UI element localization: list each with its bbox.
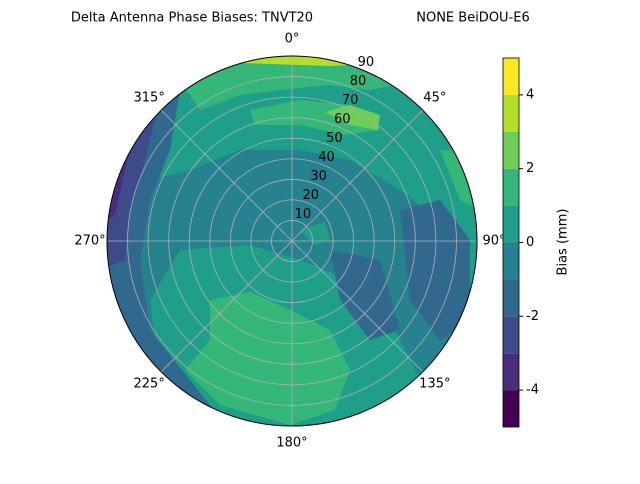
colorbar-band [503, 94, 519, 132]
grid-spoke [160, 109, 293, 242]
r-tick-label: 30 [310, 169, 327, 184]
theta-tick-label: 270° [74, 234, 105, 249]
theta-tick-label: 0° [285, 32, 300, 47]
colorbar-band [503, 205, 519, 243]
contour-region [325, 105, 380, 130]
colorbar-tick-label: -2 [526, 309, 539, 324]
colorbar-band [503, 390, 519, 427]
contour-region [400, 200, 470, 340]
polar-frame [106, 55, 478, 427]
grid-spoke [160, 240, 293, 373]
colorbar-band [503, 168, 519, 206]
r-tick-label: 70 [342, 93, 359, 108]
colorbar-band [503, 242, 519, 280]
r-tick-label: 90 [358, 55, 375, 70]
contour-region [330, 250, 400, 340]
colorbar-tick-label: 0 [526, 235, 534, 250]
theta-tick-label: 90° [482, 234, 505, 249]
contour-region [107, 60, 477, 330]
contour-region [170, 56, 420, 110]
r-tick-label: 20 [303, 188, 320, 203]
r-tick-label: 80 [350, 74, 367, 89]
chart-title: Delta Antenna Phase Biases: TNVT20 [71, 11, 313, 26]
grid-spoke [291, 109, 424, 242]
theta-tick-label: 315° [134, 91, 165, 106]
r-tick-label: 50 [326, 131, 343, 146]
colorbar-tick-label: -4 [526, 383, 539, 398]
theta-tick-label: 135° [419, 376, 450, 391]
grid-spoke [291, 240, 424, 373]
theta-tick-label: 180° [276, 436, 307, 451]
chart-subtitle: NONE BeiDOU-E6 [416, 11, 530, 26]
r-tick-label: 10 [295, 207, 312, 222]
r-tick-label: 40 [318, 150, 335, 165]
r-tick-label: 60 [334, 112, 351, 127]
colorbar-tick-label: 2 [526, 161, 534, 176]
colorbar-band [503, 279, 519, 317]
theta-tick-label: 45° [423, 91, 446, 106]
colorbar-band [503, 58, 519, 95]
colorbar-tick-label: 4 [526, 87, 534, 102]
colorbar-band [503, 353, 519, 391]
theta-tick-label: 225° [134, 376, 165, 391]
colorbar-label: Bias (mm) [556, 209, 571, 276]
colorbar-band [503, 131, 519, 169]
colorbar-band [503, 316, 519, 354]
